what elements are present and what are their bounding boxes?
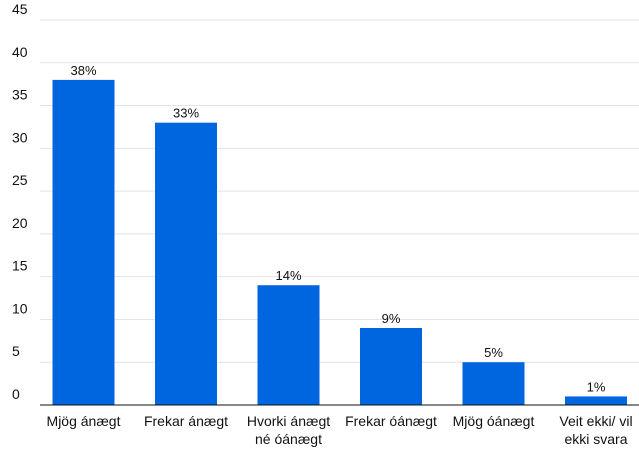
y-tick-label: 5 bbox=[12, 343, 20, 359]
x-tick-label: Frekar óánægt bbox=[345, 413, 437, 429]
x-tick-label: Frekar ánægt bbox=[144, 413, 228, 429]
data-label: 14% bbox=[275, 268, 301, 283]
y-tick-label: 25 bbox=[12, 172, 28, 188]
bars bbox=[52, 79, 627, 406]
y-tick-label: 35 bbox=[12, 87, 28, 103]
y-tick-label: 0 bbox=[12, 386, 20, 402]
x-axis: Mjög ánægt Frekar ánægt Hvorki ánægt né óán… bbox=[40, 404, 639, 447]
bar bbox=[360, 328, 422, 405]
data-label: 1% bbox=[587, 379, 606, 394]
y-tick-label: 15 bbox=[12, 258, 28, 274]
data-label: 9% bbox=[382, 311, 401, 326]
x-tick-label: Mjög ánægt bbox=[47, 413, 121, 429]
data-label: 5% bbox=[484, 345, 503, 360]
data-label: 33% bbox=[173, 106, 199, 121]
data-label: 38% bbox=[70, 63, 96, 78]
x-tick-label: Veit ekki/ vil ekki svara bbox=[559, 413, 632, 447]
y-axis: 0 5 10 15 20 25 30 35 40 45 bbox=[12, 1, 28, 402]
y-tick-label: 40 bbox=[12, 44, 28, 60]
bar bbox=[155, 122, 217, 406]
gridlines bbox=[40, 19, 639, 363]
bar bbox=[462, 362, 525, 405]
x-tick-label: Mjög óánægt bbox=[453, 413, 535, 429]
y-tick-label: 45 bbox=[12, 1, 28, 17]
bar bbox=[52, 79, 115, 405]
y-tick-label: 20 bbox=[12, 215, 28, 231]
data-labels: 38% 33% 14% 9% 5% 1% bbox=[70, 63, 605, 395]
bar bbox=[257, 285, 320, 405]
bar bbox=[565, 396, 627, 405]
x-tick-label: Hvorki ánægt né óánægt bbox=[247, 413, 330, 447]
y-tick-label: 30 bbox=[12, 129, 28, 145]
y-tick-label: 10 bbox=[12, 300, 28, 316]
